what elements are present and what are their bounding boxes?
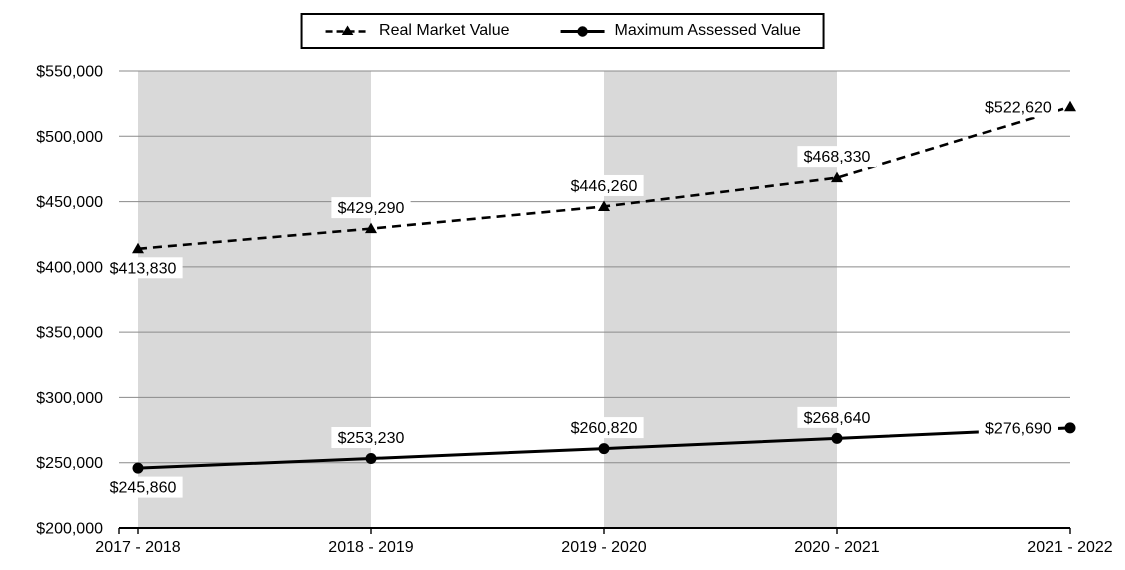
data-label-background bbox=[103, 257, 183, 279]
x-axis-tick-label: 2019 - 2020 bbox=[561, 539, 647, 556]
data-label-background bbox=[331, 426, 411, 448]
data-point-marker-circle bbox=[598, 443, 610, 455]
data-label: $446,260 bbox=[571, 178, 638, 195]
legend-item-real-market-value: Real Market Value bbox=[324, 21, 509, 41]
y-axis-tick-label: $350,000 bbox=[36, 325, 103, 342]
y-axis-tick-label: $200,000 bbox=[36, 521, 103, 538]
data-label: $268,640 bbox=[804, 410, 871, 427]
data-label-background bbox=[331, 197, 411, 219]
y-axis-tick-label: $550,000 bbox=[36, 64, 103, 81]
y-axis-tick-label: $250,000 bbox=[36, 455, 103, 472]
data-label-background bbox=[564, 174, 644, 196]
legend-label-real-market-value: Real Market Value bbox=[379, 22, 510, 39]
data-point-marker-triangle bbox=[598, 200, 610, 211]
data-label: $522,620 bbox=[985, 99, 1052, 116]
x-axis-tick-label: 2021 - 2022 bbox=[1027, 539, 1113, 556]
data-label: $429,290 bbox=[338, 200, 405, 217]
chart-legend: Real Market Value Maximum Assessed Value bbox=[300, 13, 825, 49]
dashed-line-triangle-marker-icon bbox=[325, 25, 370, 35]
data-label: $253,230 bbox=[338, 430, 405, 447]
x-axis-tick-label: 2017 - 2018 bbox=[95, 539, 181, 556]
data-point-marker-circle bbox=[132, 462, 144, 474]
data-label-background bbox=[797, 146, 877, 168]
x-axis-tick-label: 2018 - 2019 bbox=[328, 539, 414, 556]
x-axis-tick-label: 2020 - 2021 bbox=[794, 539, 880, 556]
data-label: $413,830 bbox=[110, 260, 177, 277]
data-label: $260,820 bbox=[571, 420, 638, 437]
data-label: $276,690 bbox=[985, 420, 1052, 437]
data-point-marker-circle bbox=[365, 452, 377, 464]
data-label-background bbox=[564, 417, 644, 439]
data-point-marker-circle bbox=[831, 432, 843, 444]
y-axis-tick-label: $500,000 bbox=[36, 129, 103, 146]
data-point-marker-triangle bbox=[1064, 100, 1076, 112]
data-label-background bbox=[978, 417, 1058, 439]
data-point-marker-triangle bbox=[831, 171, 843, 183]
data-label: $245,860 bbox=[110, 480, 177, 497]
data-point-marker-triangle bbox=[132, 242, 144, 254]
y-axis-tick-label: $450,000 bbox=[36, 194, 103, 211]
data-label-background bbox=[978, 96, 1058, 118]
data-label-background bbox=[103, 476, 183, 498]
legend-label-maximum-assessed-value: Maximum Assessed Value bbox=[614, 22, 801, 39]
legend-item-maximum-assessed-value: Maximum Assessed Value bbox=[559, 21, 801, 41]
plot-band bbox=[604, 71, 837, 528]
data-label-background bbox=[797, 406, 877, 428]
y-axis-tick-label: $400,000 bbox=[36, 259, 103, 276]
plot-band bbox=[138, 71, 371, 528]
data-label: $468,330 bbox=[804, 149, 871, 166]
data-point-marker-circle bbox=[1064, 422, 1076, 434]
y-axis-tick-label: $300,000 bbox=[36, 390, 103, 407]
data-point-marker-triangle bbox=[365, 222, 377, 234]
solid-line-circle-marker-icon bbox=[560, 26, 605, 37]
